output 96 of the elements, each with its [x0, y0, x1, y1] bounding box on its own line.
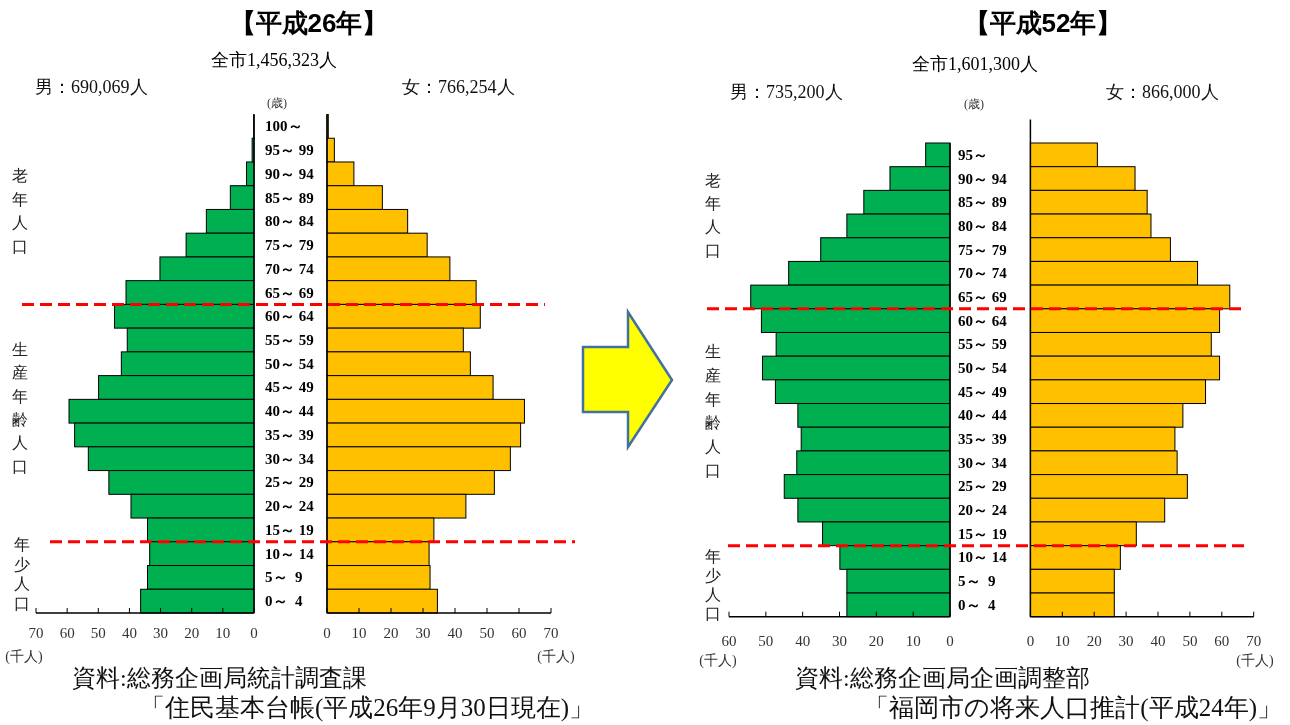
- x-axis-title: (千人): [699, 653, 737, 669]
- y-tick-label: 60～ 64: [958, 312, 1008, 329]
- text: 生産年齢人口: [705, 342, 721, 479]
- text: 資料:総務企画局企画調整部: [795, 665, 1090, 691]
- y-tick-label: 80～ 84: [958, 217, 1008, 234]
- y-tick-label: 80～ 84: [265, 213, 315, 230]
- text: 男：690,069人: [35, 77, 148, 97]
- x-tick-label: 30: [1118, 633, 1134, 649]
- x-tick-label: 20: [184, 625, 200, 641]
- x-axis-title: (千人): [1236, 653, 1274, 669]
- x-tick-label: 0: [250, 625, 258, 641]
- y-axis-title: (歳): [964, 97, 984, 111]
- x-tick-label: 60: [59, 625, 75, 641]
- text: 年少人口: [14, 535, 30, 612]
- text: 生産年齢人口: [12, 340, 28, 474]
- y-tick-label: 45～ 49: [265, 379, 314, 396]
- text: 資料:総務企画局統計調査課: [72, 665, 367, 691]
- y-tick-label: 40～ 44: [958, 407, 1008, 424]
- text: 老年人口: [12, 166, 28, 255]
- y-tick-label: 30～ 34: [265, 450, 315, 467]
- chart-subtitle: 全市1,456,323人: [211, 50, 337, 70]
- y-tick-label: 70～ 74: [958, 265, 1008, 282]
- chart-title: 【平成52年】: [963, 8, 1123, 38]
- y-tick-label: 0～ 4: [958, 596, 996, 613]
- x-tick-label: 40: [447, 625, 463, 641]
- y-tick-label: 15～ 19: [958, 525, 1007, 542]
- chart-subtitle: 全市1,601,300人: [912, 54, 1038, 74]
- y-tick-label: 90～ 94: [265, 165, 315, 182]
- x-tick-label: 30: [415, 625, 431, 641]
- chart-title: 【平成26年】: [229, 8, 389, 38]
- x-tick-label: 60: [721, 633, 737, 649]
- x-tick-label: 50: [90, 625, 106, 641]
- x-tick-label: 40: [1150, 633, 1166, 649]
- y-tick-label: 0～ 4: [265, 593, 303, 610]
- x-tick-label: 70: [28, 625, 44, 641]
- y-tick-label: 65～ 69: [958, 288, 1007, 305]
- text: 女：766,254人: [402, 77, 515, 97]
- y-tick-label: 50～ 54: [958, 360, 1008, 377]
- x-tick-label: 10: [905, 633, 921, 649]
- x-axis-title: (千人): [5, 649, 43, 665]
- y-tick-label: 10～ 14: [265, 545, 315, 562]
- x-tick-label: 60: [511, 625, 527, 641]
- y-tick-label: 75～ 79: [265, 237, 314, 254]
- x-tick-label: 10: [215, 625, 231, 641]
- y-tick-label: 15～ 19: [265, 521, 314, 538]
- x-tick-label: 40: [795, 633, 811, 649]
- text: 「福岡市の将来人口推計(平成24年)」: [864, 694, 1282, 722]
- y-tick-label: 95～ 99: [265, 142, 314, 159]
- y-tick-label: 85～ 89: [265, 189, 314, 206]
- y-tick-label: 65～ 69: [265, 284, 314, 301]
- y-tick-label: 25～ 29: [265, 474, 314, 491]
- y-tick-label: 40～ 44: [265, 403, 315, 420]
- y-tick-label: 55～ 59: [958, 336, 1007, 353]
- y-tick-label: 55～ 59: [265, 332, 314, 349]
- y-tick-label: 45～ 49: [958, 383, 1007, 400]
- y-tick-label: 30～ 34: [958, 454, 1008, 471]
- x-tick-label: 20: [1086, 633, 1102, 649]
- y-tick-label: 100～: [265, 118, 303, 135]
- y-tick-label: 85～ 89: [958, 194, 1007, 211]
- y-tick-label: 5～ 9: [958, 573, 996, 590]
- y-tick-label: 50～ 54: [265, 355, 315, 372]
- text: 「住民基本台帳(平成26年9月30日現在)」: [140, 694, 595, 722]
- x-tick-label: 50: [1182, 633, 1198, 649]
- x-tick-label: 20: [868, 633, 884, 649]
- x-tick-label: 0: [1026, 633, 1035, 649]
- text: 老年人口: [705, 171, 721, 259]
- x-tick-label: 20: [383, 625, 399, 641]
- y-tick-label: 60～ 64: [265, 308, 315, 325]
- y-tick-label: 75～ 79: [958, 241, 1007, 258]
- x-tick-label: 10: [351, 625, 367, 641]
- x-tick-label: 10: [1054, 633, 1070, 649]
- y-tick-label: 20～ 24: [958, 502, 1008, 519]
- y-tick-label: 90～ 94: [958, 170, 1008, 187]
- x-tick-label: 30: [832, 633, 847, 649]
- x-tick-label: 70: [1246, 633, 1262, 649]
- y-tick-label: 35～ 39: [265, 426, 314, 443]
- text: 女：866,000人: [1106, 82, 1219, 102]
- x-tick-label: 50: [479, 625, 495, 641]
- y-tick-label: 10～ 14: [958, 549, 1008, 566]
- x-axis-title: (千人): [537, 649, 575, 665]
- text: 男：735,200人: [730, 82, 843, 102]
- x-tick-label: 40: [121, 625, 137, 641]
- x-tick-label: 0: [946, 633, 954, 649]
- x-tick-label: 70: [543, 625, 559, 641]
- y-tick-label: 20～ 24: [265, 498, 315, 515]
- x-tick-label: 30: [153, 625, 169, 641]
- text: 年少人口: [705, 547, 721, 622]
- y-tick-label: 5～ 9: [265, 569, 303, 586]
- y-axis-title: (歳): [267, 96, 287, 110]
- x-tick-label: 0: [323, 625, 331, 641]
- x-tick-label: 50: [758, 633, 774, 649]
- y-tick-label: 70～ 74: [265, 260, 315, 277]
- y-tick-label: 35～ 39: [958, 431, 1007, 448]
- x-tick-label: 60: [1214, 633, 1230, 649]
- y-tick-label: 25～ 29: [958, 478, 1007, 495]
- y-tick-label: 95～: [958, 146, 988, 163]
